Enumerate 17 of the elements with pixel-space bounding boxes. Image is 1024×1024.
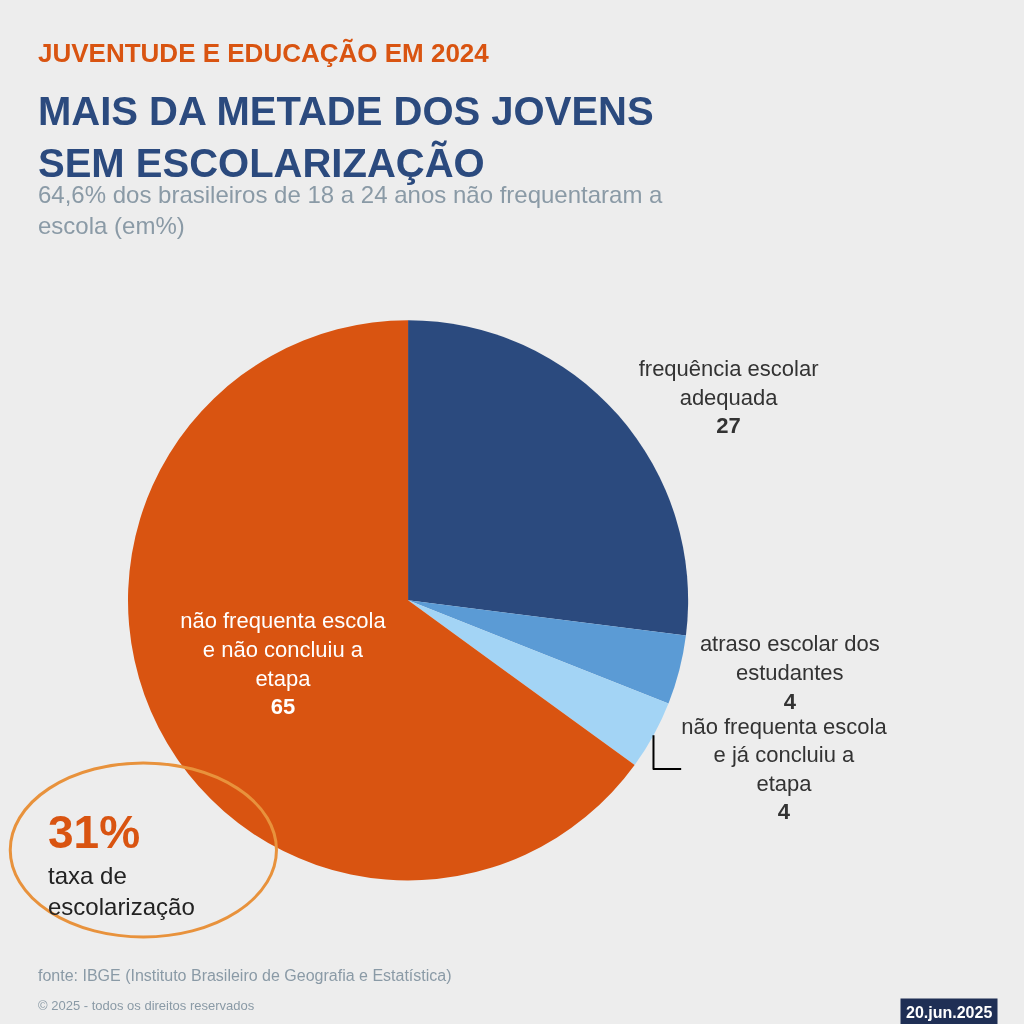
pie-slice	[408, 600, 669, 765]
data-label: 4	[783, 688, 797, 714]
text: taxa de escolarização	[48, 862, 195, 921]
text: © 2025 - todos os direitos reservados	[38, 998, 255, 1013]
text: 20.jun.2025	[906, 1004, 993, 1021]
source-note: fonte: IBGE (Instituto Brasileiro de Geografia e Estatística)	[38, 967, 452, 984]
data-label: 27	[716, 413, 741, 439]
data-label: 4	[777, 799, 791, 825]
data-label: 65	[270, 694, 296, 720]
pie-slice	[408, 600, 686, 704]
slice-label: atraso escolar dos estudantes	[699, 631, 880, 686]
text: JUVENTUDE E EDUCAÇÃO EM 2024	[38, 38, 490, 68]
slice-label: não frequenta escola e não concluiu a etapa	[180, 608, 387, 691]
slice-label: frequência escolar adequada	[638, 356, 819, 410]
chart-title: MAIS DA METADE DOS JOVENS SEM ESCOLARIZAÇÃO	[38, 89, 654, 185]
slice-label: não frequenta escola e já concluiu a etapa	[681, 713, 888, 796]
text: 31%	[48, 806, 141, 858]
